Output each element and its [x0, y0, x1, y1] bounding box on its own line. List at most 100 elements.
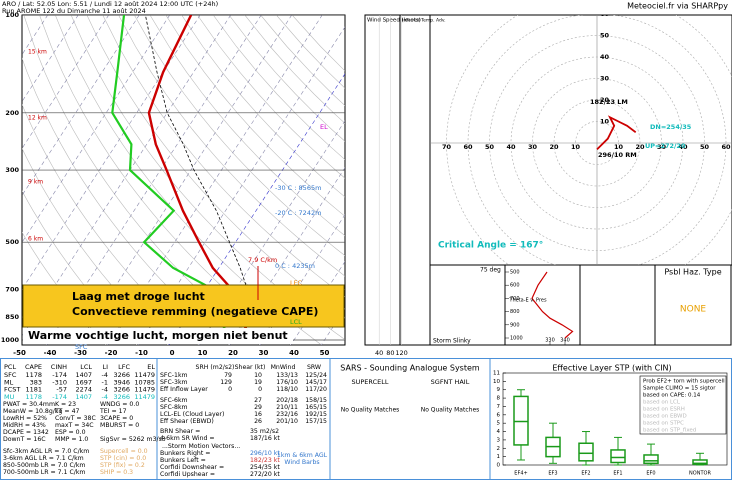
lapse-rate: 3-6km AGL LR = 7.1 C/km [3, 455, 84, 462]
x-tick-label: 40 [289, 349, 299, 357]
table-cell: 79 [224, 372, 232, 379]
table-cell: 0 [258, 386, 262, 393]
motion-label: 182/23 LM [590, 98, 628, 106]
x-tick-label: 0 [170, 349, 175, 357]
header-text: Run AROME 122 du Dimanche 11 août 2024 [2, 7, 146, 15]
y-tick-label: 8 [497, 396, 501, 402]
table-cell: -174 [52, 393, 67, 401]
y-tick-label: 500 [510, 270, 520, 276]
table-cell: 1697 [75, 378, 92, 386]
table-cell: 1178 [25, 393, 42, 401]
y-tick-label: 3 [497, 437, 501, 443]
motion-label: Bunkers Left = [160, 457, 206, 464]
y-tick-label: 300 [5, 166, 19, 174]
critical-angle: Critical Angle = 167° [438, 241, 543, 251]
y-tick-label: 2 [497, 446, 501, 452]
ring-label: 60 [463, 143, 473, 151]
ring-label: 20 [600, 96, 610, 104]
motion-label: Corfidi Upshear = [160, 471, 215, 478]
isotherm [22, 15, 110, 150]
table-header: SRH (m2/s2) [196, 364, 235, 371]
layer-label: SFC-1km [160, 372, 188, 379]
x-tick-label: 10 [198, 349, 208, 357]
result: No Quality Matches [421, 407, 480, 414]
table-cell: 11479 [134, 386, 155, 394]
param: ConvT = 38C [55, 415, 96, 422]
ring-label: 50 [485, 143, 495, 151]
section-title: SARS - Sounding Analogue System [340, 364, 480, 373]
table-cell: 129 [220, 379, 232, 386]
height-label: 9 km [28, 179, 43, 186]
table-cell: 145/17 [305, 379, 327, 386]
table-cell: 11479 [134, 371, 155, 379]
height-label: 6 km [28, 236, 43, 243]
table-cell: 10785 [134, 378, 155, 386]
table-cell: -4 [102, 371, 108, 379]
annotation: LFC [290, 279, 302, 287]
summary-value: 35 m2/s2 [250, 428, 279, 435]
table-cell: 1181 [25, 386, 42, 394]
table-cell: 1407 [75, 393, 92, 401]
height-label: 15 km [28, 49, 47, 56]
x-tick-label: EF3 [548, 471, 557, 477]
ring-label: 30 [528, 143, 538, 151]
table-cell: 3266 [113, 393, 130, 401]
y-tick-label: 10 [493, 379, 500, 385]
ring-label: 60 [600, 10, 610, 18]
table-cell: 158/15 [305, 397, 327, 404]
table-cell: 0 [228, 386, 232, 393]
param: MidRH = 43% [3, 422, 46, 429]
ring-label: 10 [614, 143, 624, 151]
table-cell: -310 [52, 378, 67, 386]
dry-adiabat [149, 15, 345, 237]
x-tick-label: -50 [13, 349, 26, 357]
ring-label: 30 [657, 143, 667, 151]
layer-label: Eff Shear (EBWD) [160, 418, 214, 425]
ring [489, 35, 705, 251]
annotation: SFC [75, 343, 88, 351]
note-text: Convectieve remming (negatieve CAPE) [72, 305, 318, 318]
table-cell: 232/16 [276, 411, 298, 418]
param: PWAT = 30.4mm [3, 401, 55, 408]
hazard-value: NONE [680, 305, 707, 315]
x-tick-label: 80 [386, 349, 394, 357]
table-cell: -174 [52, 371, 67, 379]
y-tick-label: 11 [493, 371, 500, 377]
y-tick-label: 600 [510, 283, 520, 289]
table-header: LCL [80, 363, 92, 371]
table-cell: 383 [30, 378, 42, 386]
param: DownT = 16C [3, 436, 46, 443]
table-cell: 27 [254, 397, 262, 404]
table-header: EL [147, 363, 155, 371]
table-cell: 3266 [113, 386, 130, 394]
x-tick-label: -40 [44, 349, 57, 357]
motion-value: 272/20 kt [250, 471, 280, 478]
hazard-panel [654, 264, 732, 346]
summary-label: 4-6km SR Wind = [160, 435, 215, 442]
barbs-note: 1km & 6km AGL [277, 452, 328, 459]
ring-label: 10 [600, 118, 610, 126]
dry-adiabat [165, 15, 345, 217]
ring-label: 40 [678, 143, 688, 151]
x-tick-label: -20 [105, 349, 118, 357]
y-tick-label: 700 [5, 286, 19, 294]
annotation: LCL [290, 318, 302, 326]
ring-label: 60 [721, 143, 731, 151]
table-header: Shear (kt) [235, 364, 266, 371]
legend-text: based on LCL [643, 400, 681, 406]
ring-label: 40 [506, 143, 516, 151]
panel-title: Inferred Temp. Adv. [402, 18, 446, 24]
motion-value: 296/10 kt [250, 450, 280, 457]
hodograph-plot: 1010102020203030304040405050506060607070… [430, 10, 732, 265]
ring-label: 40 [600, 53, 610, 61]
box [643, 454, 659, 465]
y-tick-label: 200 [5, 109, 19, 117]
source-text: Meteociel.fr via SHARPpy [627, 2, 728, 11]
x-tick-label: -10 [135, 349, 148, 357]
legend-text: based on EBWD [643, 414, 687, 420]
table-cell: SFC [4, 371, 17, 379]
y-tick-label: 1000 [510, 336, 523, 342]
slinky-angle: 75 deg [480, 267, 501, 274]
x-tick-label: EF0 [646, 471, 655, 477]
y-tick-label: 850 [5, 313, 19, 321]
